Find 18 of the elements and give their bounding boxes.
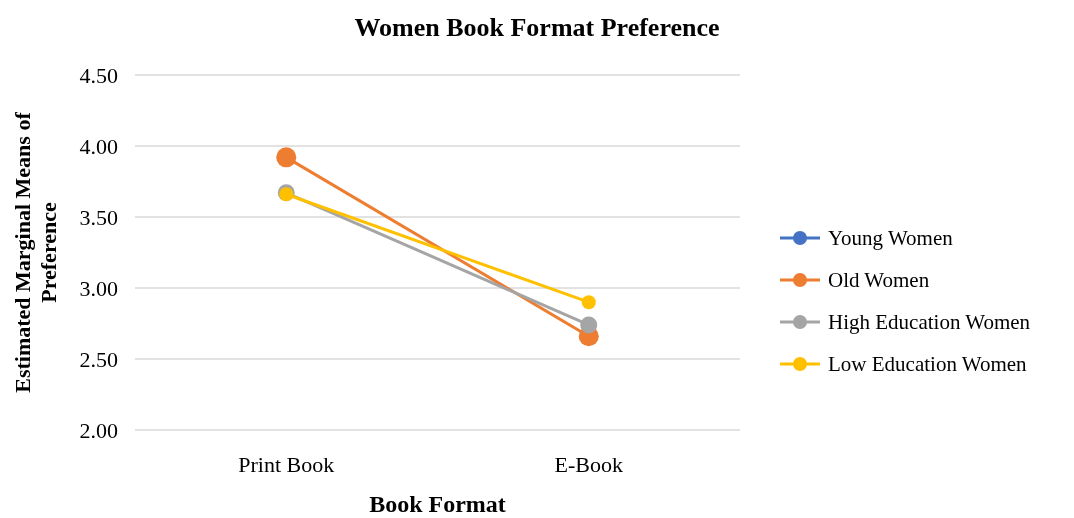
x-axis-title: Book Format — [369, 491, 506, 517]
y-tick-label: 4.00 — [79, 133, 118, 159]
chart-title: Women Book Format Preference — [354, 13, 720, 42]
y-axis-title: Estimated Marginal Means of Preference — [10, 111, 61, 393]
point — [581, 295, 596, 310]
legend-label: High Education Women — [828, 310, 1031, 335]
y-tick-label: 4.50 — [79, 62, 118, 88]
point — [580, 316, 598, 334]
y-tick-label: 2.00 — [79, 417, 118, 443]
point — [276, 147, 297, 168]
x-tick-label: Print Book — [238, 452, 335, 477]
legend-label: Old Women — [828, 268, 930, 293]
y-tick-label: 2.50 — [79, 346, 118, 372]
y-tick-label: 3.50 — [79, 204, 118, 230]
legend-label: Young Women — [828, 226, 954, 251]
x-tick-label: E-Book — [554, 452, 623, 477]
legend-label: Low Education Women — [828, 352, 1028, 377]
y-tick-label: 3.00 — [79, 275, 118, 301]
